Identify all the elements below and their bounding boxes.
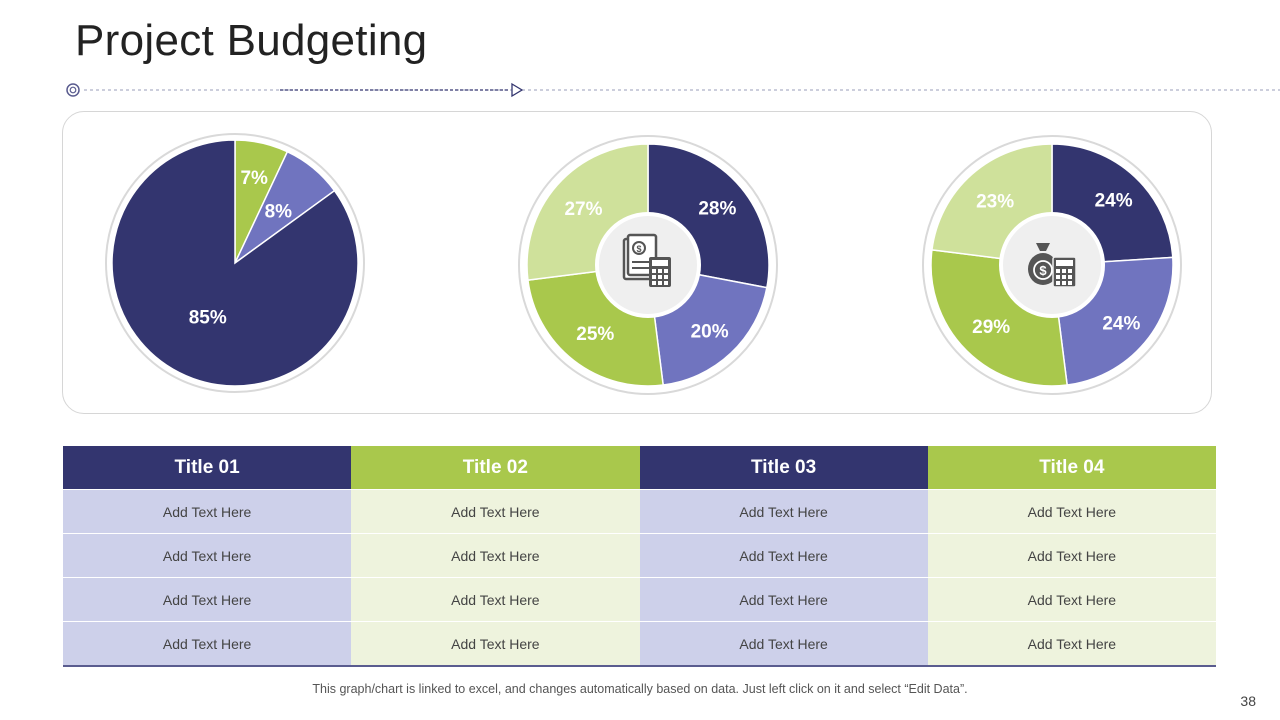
budget-calculator-icon: $ [622, 233, 671, 287]
title-divider [66, 82, 1280, 98]
table-cell[interactable]: Add Text Here [63, 489, 352, 534]
svg-text:$: $ [636, 244, 641, 254]
table-cell[interactable]: Add Text Here [927, 489, 1216, 534]
table-row: Add Text Here Add Text Here Add Text Her… [63, 577, 1216, 622]
arrow-icon [511, 82, 524, 98]
table-cell[interactable]: Add Text Here [351, 621, 640, 667]
table-cell[interactable]: Add Text Here [927, 533, 1216, 578]
pie-chart-3[interactable]: 24% 24% 29% 23% $ [922, 135, 1182, 395]
footer-note: This graph/chart is linked to excel, and… [312, 682, 968, 696]
table-cell[interactable]: Add Text Here [351, 533, 640, 578]
slice-label: 25% [576, 324, 614, 345]
pie-chart-2[interactable]: 28% 20% 25% 27% $ [518, 135, 778, 395]
table-cell[interactable]: Add Text Here [351, 489, 640, 534]
target-icon [66, 83, 80, 97]
table-header-row: Title 01 Title 02 Title 03 Title 04 [63, 446, 1216, 490]
table-row: Add Text Here Add Text Here Add Text Her… [63, 621, 1216, 667]
money-bag-calculator-icon: $ [1028, 243, 1077, 288]
slice-label: 27% [564, 199, 602, 220]
slice-label: 85% [189, 307, 227, 328]
slice-label: 7% [240, 168, 268, 189]
slice-label: 20% [691, 322, 729, 343]
slice-label: 24% [1095, 190, 1133, 211]
column-header-4: Title 04 [927, 446, 1216, 490]
table-cell[interactable]: Add Text Here [639, 577, 928, 622]
table-cell[interactable]: Add Text Here [63, 577, 352, 622]
pie-chart-1[interactable]: 7% 8% 85% [105, 133, 365, 393]
table-cell[interactable]: Add Text Here [639, 489, 928, 534]
table-cell[interactable]: Add Text Here [351, 577, 640, 622]
slice-label: 29% [972, 317, 1010, 338]
pie-slice[interactable] [111, 139, 359, 387]
table-row: Add Text Here Add Text Here Add Text Her… [63, 533, 1216, 578]
column-header-3: Title 03 [639, 446, 928, 490]
table-cell[interactable]: Add Text Here [927, 621, 1216, 667]
slice-label: 24% [1102, 313, 1140, 334]
table-cell[interactable]: Add Text Here [639, 621, 928, 667]
table-cell[interactable]: Add Text Here [63, 533, 352, 578]
slice-label: 23% [976, 191, 1014, 212]
svg-text:$: $ [1039, 263, 1047, 278]
column-header-2: Title 02 [351, 446, 640, 490]
table-cell[interactable]: Add Text Here [63, 621, 352, 667]
slice-label: 28% [698, 199, 736, 220]
data-table: Title 01 Title 02 Title 03 Title 04 Add … [63, 446, 1216, 667]
table-cell[interactable]: Add Text Here [639, 533, 928, 578]
page-title: Project Budgeting [75, 16, 428, 65]
page-number: 38 [1240, 693, 1256, 709]
table-cell[interactable]: Add Text Here [927, 577, 1216, 622]
column-header-1: Title 01 [63, 446, 352, 490]
table-row: Add Text Here Add Text Here Add Text Her… [63, 489, 1216, 534]
slice-label: 8% [265, 202, 293, 223]
